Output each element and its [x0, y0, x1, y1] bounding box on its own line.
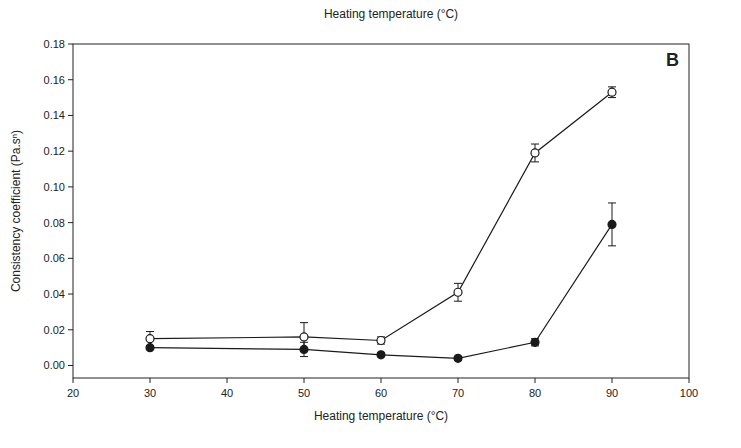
x-tick [535, 378, 536, 383]
y-tick [68, 294, 73, 295]
data-point [377, 351, 385, 359]
y-tick [68, 222, 73, 223]
x-tick [73, 378, 74, 383]
data-point [531, 149, 539, 157]
y-tick [68, 151, 73, 152]
y-tick-label: 0.06 [44, 252, 65, 264]
y-tick [68, 329, 73, 330]
chart: Heating temperature (°C) 20 30 40 50 60 70 80 90… [0, 0, 741, 448]
y-tick [68, 115, 73, 116]
x-tick-label: 80 [529, 387, 541, 399]
chart-title: Heating temperature (°C) [324, 7, 458, 21]
x-tick [304, 378, 305, 383]
data-point [454, 288, 462, 296]
y-axis-title: Consistency coefficient (Pa.sⁿ) [9, 130, 23, 292]
x-tick [150, 378, 151, 383]
x-tick-label: 30 [144, 387, 156, 399]
data-point [454, 354, 462, 362]
y-tick [68, 44, 73, 45]
x-tick-label: 70 [452, 387, 464, 399]
series-line [150, 92, 612, 340]
x-tick [458, 378, 459, 383]
y-tick-label: 0.10 [44, 181, 65, 193]
y-tick-label: 0.14 [44, 109, 65, 121]
error-bar [608, 203, 616, 246]
series-line [150, 224, 612, 358]
y-tick-label: 0.12 [44, 145, 65, 157]
error-bar [531, 339, 539, 346]
y-tick [68, 79, 73, 80]
x-tick [612, 378, 613, 383]
data-point [146, 344, 154, 352]
y-tick-label: 0.00 [44, 359, 65, 371]
x-tick-label: 40 [221, 387, 233, 399]
y-tick-label: 0.16 [44, 74, 65, 86]
error-bar [454, 283, 462, 301]
x-axis-title: Heating temperature (°C) [314, 409, 448, 423]
plot-frame [73, 44, 689, 378]
data-point [146, 335, 154, 343]
data-point [377, 336, 385, 344]
y-tick [68, 186, 73, 187]
y-tick-label: 0.04 [44, 288, 65, 300]
data-point [300, 333, 308, 341]
data-point [608, 88, 616, 96]
error-bar [608, 87, 616, 98]
plot-marks [146, 87, 616, 362]
x-tick-label: 50 [298, 387, 310, 399]
error-bar [300, 342, 308, 356]
x-tick-label: 90 [606, 387, 618, 399]
y-tick-label: 0.18 [44, 38, 65, 50]
error-bar [531, 144, 539, 162]
y-tick [68, 365, 73, 366]
x-tick [689, 378, 690, 383]
y-tick-label: 0.08 [44, 217, 65, 229]
x-tick-label: 100 [680, 387, 698, 399]
y-tick [68, 258, 73, 259]
x-tick [381, 378, 382, 383]
x-tick-label: 20 [67, 387, 79, 399]
data-point [608, 220, 616, 228]
y-tick-label: 0.02 [44, 324, 65, 336]
x-tick [227, 378, 228, 383]
data-point [531, 338, 539, 346]
error-bar [377, 337, 385, 344]
x-tick-label: 60 [375, 387, 387, 399]
data-point [300, 345, 308, 353]
panel-label: B [666, 50, 679, 70]
